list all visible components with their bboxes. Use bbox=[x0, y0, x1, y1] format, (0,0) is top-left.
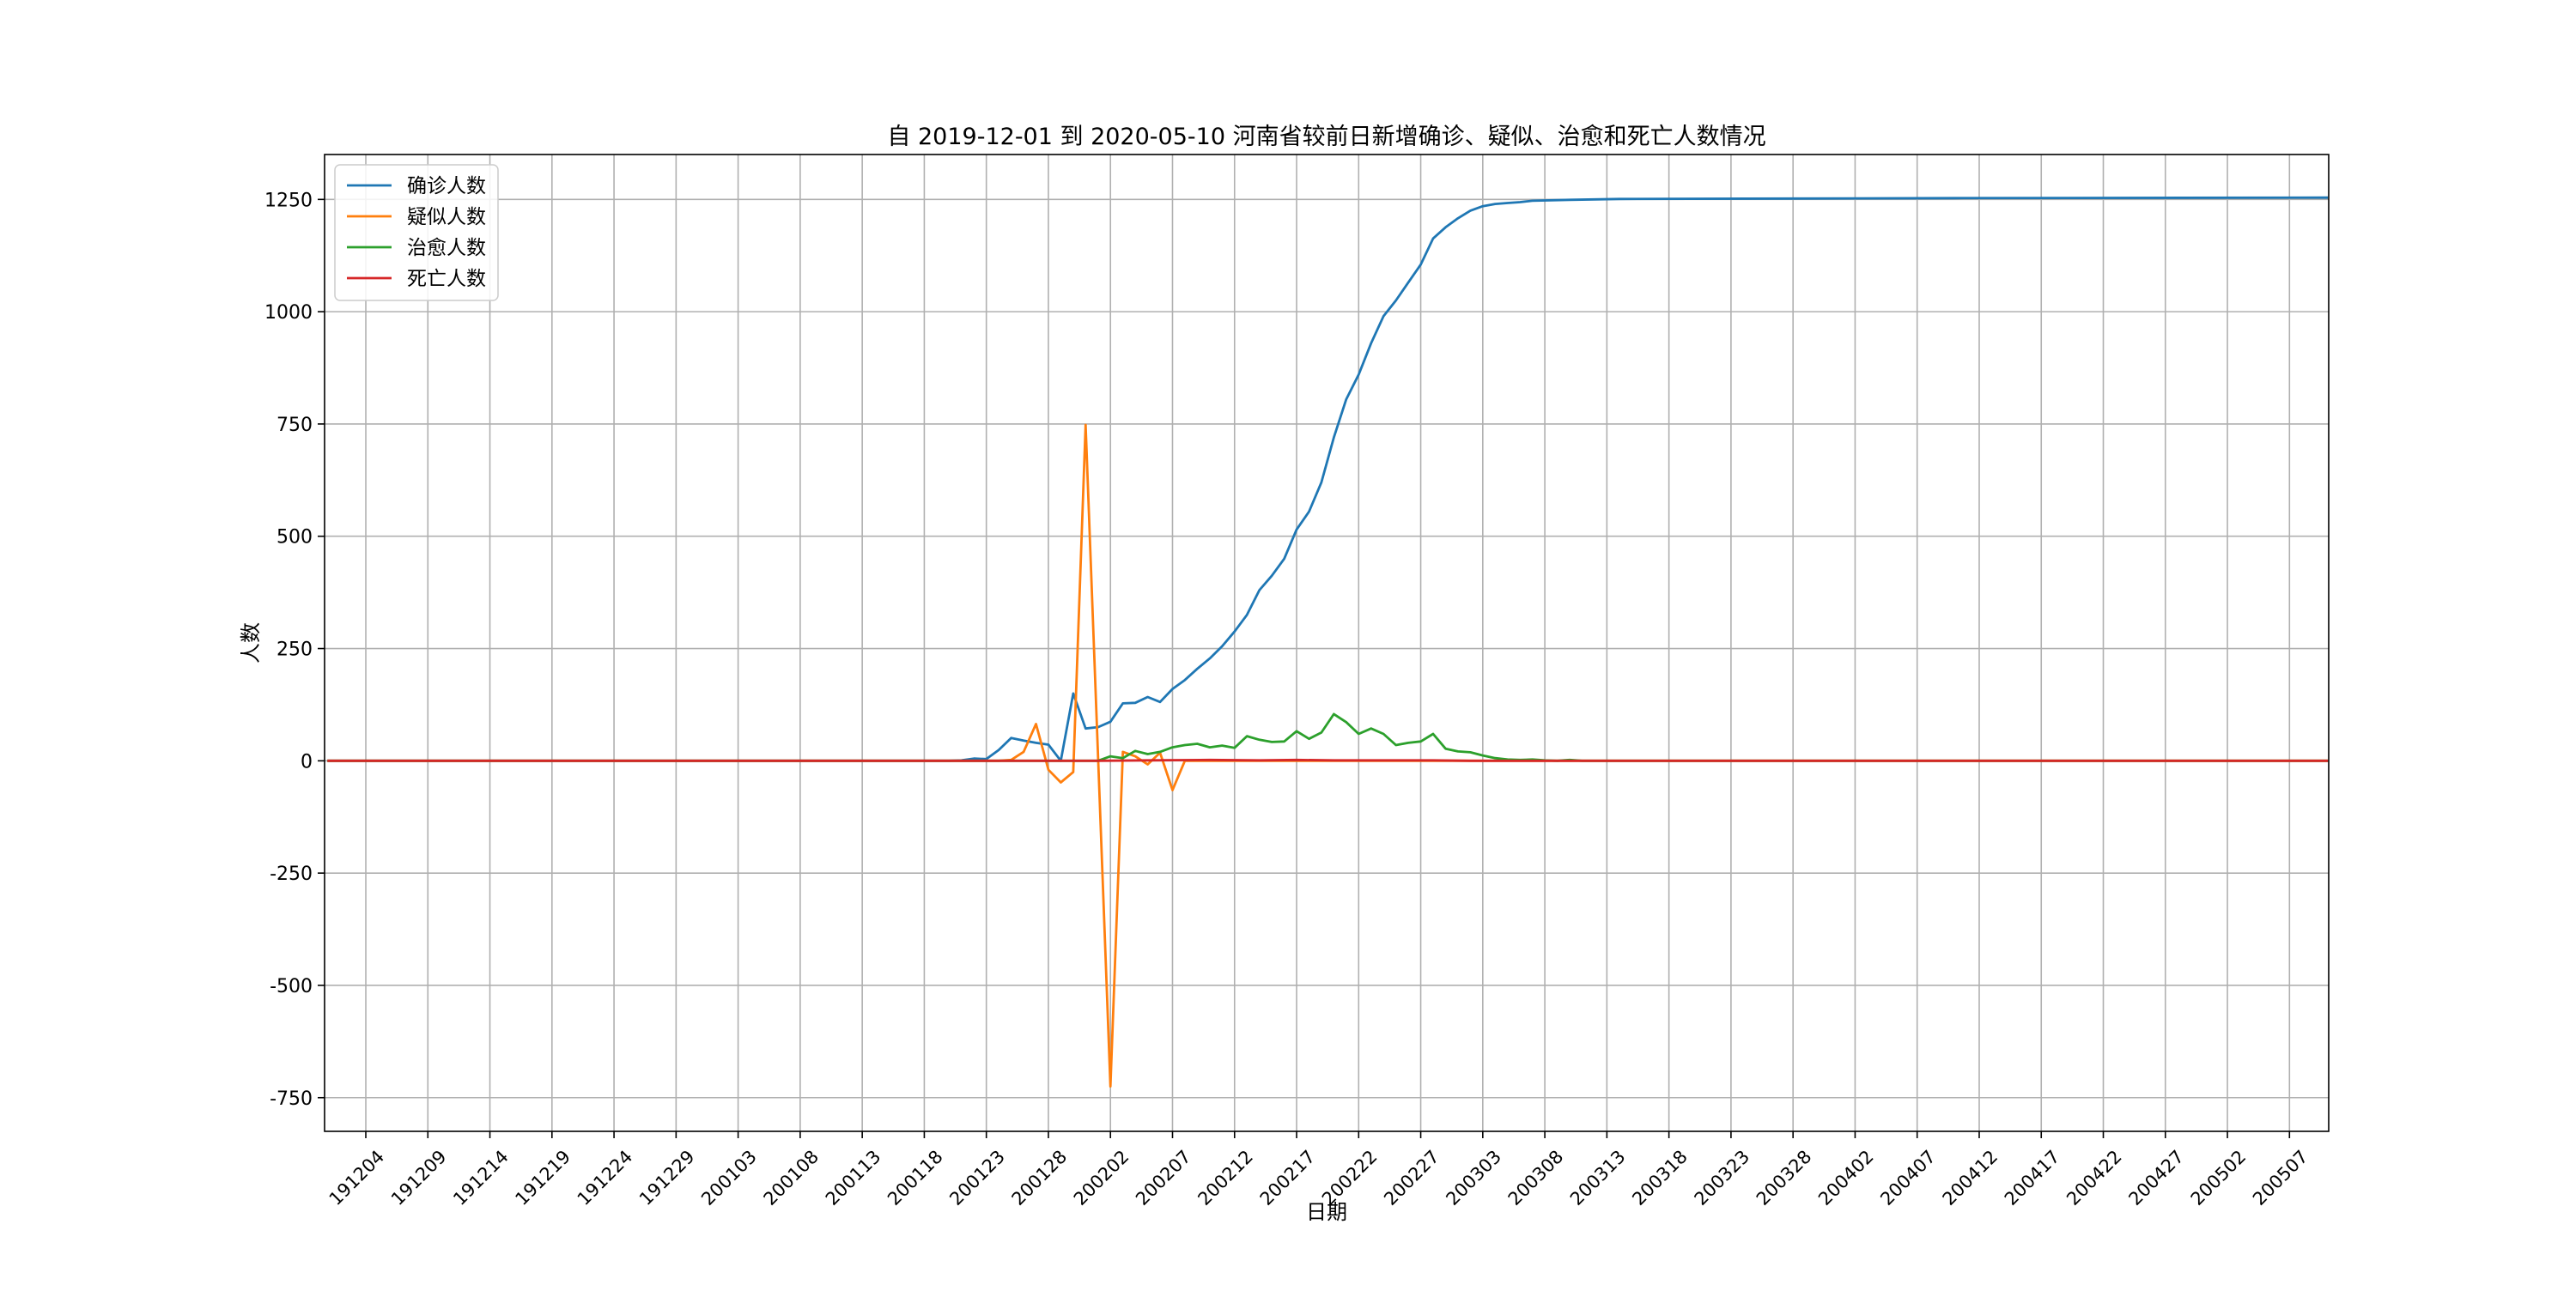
y-axis-ticks: -750 -500 -250 0 250 500 750 1000 1250 bbox=[264, 190, 325, 1110]
y-tick-label: 250 bbox=[276, 639, 313, 661]
series-line-4 bbox=[327, 758, 2329, 762]
y-tick-label: 0 bbox=[301, 751, 313, 773]
axes-frame bbox=[324, 154, 2330, 1132]
legend-label: 疑似人数 bbox=[407, 206, 486, 228]
y-tick-label: 1250 bbox=[264, 190, 313, 211]
y-tick-label: 500 bbox=[276, 527, 313, 549]
legend-label: 确诊人数 bbox=[407, 175, 486, 197]
y-tick-label: 1000 bbox=[264, 302, 313, 324]
series-lines bbox=[327, 196, 2329, 1088]
series-line-1 bbox=[327, 196, 2329, 762]
legend-label: 治愈人数 bbox=[407, 237, 486, 259]
legend-label: 死亡人数 bbox=[407, 268, 486, 290]
legend-box bbox=[334, 164, 499, 301]
y-axis-label: 人数 bbox=[239, 622, 263, 664]
y-tick-label: -750 bbox=[270, 1088, 313, 1110]
chart-title: 自 2019-12-01 到 2020-05-10 河南省较前日新增确诊、疑似、… bbox=[887, 124, 1765, 150]
y-tick-label: -250 bbox=[270, 864, 313, 885]
series-line-3 bbox=[327, 712, 2329, 762]
series-line-2 bbox=[327, 423, 2329, 1088]
x-axis-label: 日期 bbox=[1306, 1200, 1347, 1224]
y-tick-label: -500 bbox=[270, 976, 313, 997]
y-tick-label: 750 bbox=[276, 415, 313, 436]
